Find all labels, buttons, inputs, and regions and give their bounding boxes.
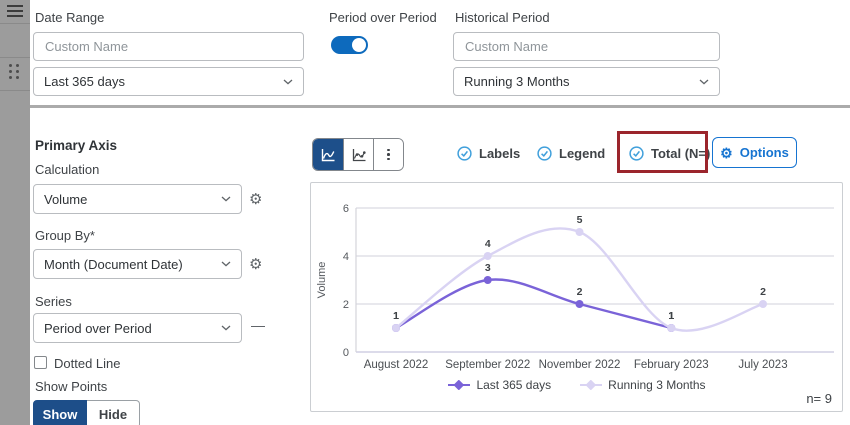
options-button[interactable]: ⚙ Options (712, 137, 797, 168)
n-count-label: n= 9 (806, 391, 832, 406)
svg-text:6: 6 (343, 203, 349, 215)
point-chart-type-button[interactable] (343, 139, 373, 170)
chart-legend: Last 365 days Running 3 Months (311, 377, 842, 395)
line-chart-svg: 0 2 4 6 Volume August 2022 September 2022 Novem… (316, 203, 834, 371)
show-points-show-button[interactable]: Show (33, 400, 87, 425)
dotted-line-label: Dotted Line (54, 356, 121, 371)
check-circle-icon (537, 146, 552, 161)
date-range-select[interactable]: Last 365 days (33, 67, 304, 96)
remove-series-dash-icon[interactable]: — (251, 317, 265, 333)
chevron-down-icon (699, 79, 709, 84)
period-over-period-label: Period over Period (329, 10, 437, 25)
date-range-label: Date Range (35, 10, 105, 25)
date-range-value: Last 365 days (44, 74, 125, 89)
svg-text:3: 3 (485, 262, 491, 274)
legend-toggle[interactable]: Legend (537, 146, 605, 161)
svg-text:July 2023: July 2023 (738, 359, 787, 371)
calculation-settings-gear-icon[interactable]: ⚙ (249, 191, 263, 208)
svg-text:1: 1 (393, 310, 399, 322)
historical-period-value: Running 3 Months (464, 74, 570, 89)
group-by-settings-gear-icon[interactable]: ⚙ (249, 256, 263, 273)
calculation-value: Volume (44, 191, 88, 207)
group-by-label: Group By* (35, 228, 95, 243)
calculation-select[interactable]: Volume (33, 184, 242, 214)
show-points-hide-button[interactable]: Hide (87, 400, 140, 425)
svg-text:4: 4 (485, 238, 491, 250)
legend-toggle-label: Legend (559, 146, 606, 161)
legend-item: Running 3 Months (579, 378, 706, 392)
date-range-name-input[interactable] (33, 32, 304, 61)
labels-toggle[interactable]: Labels (457, 146, 520, 161)
chevron-down-icon (221, 261, 231, 267)
series-label: Series (35, 294, 72, 309)
menu-icon[interactable] (7, 5, 23, 20)
svg-text:2: 2 (343, 299, 349, 311)
svg-text:September 2022: September 2022 (445, 359, 530, 371)
legend-marker-icon (580, 380, 603, 390)
historical-period-select[interactable]: Running 3 Months (453, 67, 720, 96)
more-options-kebab-icon[interactable] (373, 139, 403, 170)
legend-marker-icon (448, 380, 471, 390)
svg-text:4: 4 (343, 251, 349, 263)
calculation-label: Calculation (35, 162, 100, 177)
annotation-highlight-box (617, 131, 708, 173)
legend-item: Last 365 days (447, 378, 551, 392)
svg-text:2: 2 (577, 286, 583, 298)
options-button-label: Options (739, 145, 789, 160)
historical-period-name-input[interactable] (453, 32, 720, 61)
svg-text:August 2022: August 2022 (364, 359, 429, 371)
chevron-down-icon (221, 196, 231, 202)
chevron-down-icon (221, 325, 231, 331)
chevron-down-icon (283, 79, 293, 84)
svg-text:November 2022: November 2022 (539, 359, 621, 371)
total-n-toggle-label: Total (N=) (651, 146, 711, 161)
labels-toggle-label: Labels (479, 146, 521, 161)
check-circle-icon (629, 146, 644, 161)
left-rail (0, 0, 30, 425)
legend-item-label: Last 365 days (476, 378, 552, 392)
series-select[interactable]: Period over Period (33, 313, 242, 343)
legend-item-label: Running 3 Months (608, 378, 706, 392)
group-by-select[interactable]: Month (Document Date) (33, 249, 242, 279)
section-divider (30, 105, 850, 108)
toggle-knob (352, 38, 366, 52)
historical-period-label: Historical Period (455, 10, 550, 25)
dotted-line-checkbox[interactable] (34, 356, 47, 369)
line-chart-type-button[interactable] (313, 139, 343, 170)
primary-axis-title: Primary Axis (35, 138, 118, 153)
check-circle-icon (457, 146, 472, 161)
series-value: Period over Period (44, 320, 152, 336)
drag-handle-icon[interactable] (9, 64, 20, 79)
show-points-label: Show Points (35, 379, 108, 394)
svg-text:February 2023: February 2023 (634, 359, 709, 371)
line-chart-icon (321, 148, 335, 161)
svg-text:Volume: Volume (316, 262, 328, 299)
chart-type-button-group (312, 138, 404, 171)
options-gear-icon: ⚙ (720, 144, 733, 161)
svg-text:2: 2 (760, 286, 766, 298)
svg-text:1: 1 (668, 310, 674, 322)
svg-text:5: 5 (577, 214, 583, 226)
group-by-value: Month (Document Date) (44, 256, 183, 272)
point-chart-icon (352, 148, 366, 161)
svg-text:0: 0 (343, 347, 349, 359)
svg-text:1: 1 (668, 310, 674, 322)
period-over-period-toggle[interactable] (331, 36, 368, 54)
svg-text:1: 1 (393, 310, 399, 322)
line-chart-widget: 0 2 4 6 Volume August 2022 September 2022 Novem… (310, 182, 843, 412)
total-n-toggle[interactable]: Total (N=) (629, 146, 710, 161)
